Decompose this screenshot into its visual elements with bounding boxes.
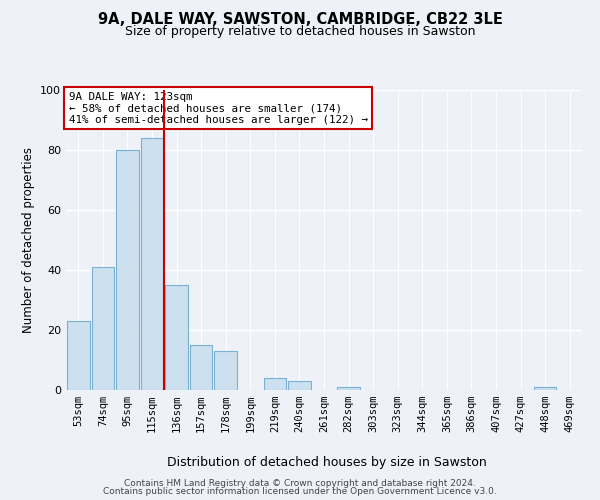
Text: Size of property relative to detached houses in Sawston: Size of property relative to detached ho…: [125, 25, 475, 38]
Bar: [190, 345, 212, 390]
Y-axis label: Number of detached properties: Number of detached properties: [22, 147, 35, 333]
Bar: [67, 321, 89, 390]
Bar: [92, 267, 114, 390]
Text: Contains public sector information licensed under the Open Government Licence v3: Contains public sector information licen…: [103, 487, 497, 496]
Bar: [116, 150, 139, 390]
Text: Distribution of detached houses by size in Sawston: Distribution of detached houses by size …: [167, 456, 487, 469]
Bar: [337, 387, 360, 390]
Bar: [165, 285, 188, 390]
Text: 9A DALE WAY: 123sqm
← 58% of detached houses are smaller (174)
41% of semi-detac: 9A DALE WAY: 123sqm ← 58% of detached ho…: [68, 92, 368, 124]
Bar: [214, 351, 237, 390]
Bar: [140, 138, 163, 390]
Bar: [288, 381, 311, 390]
Text: 9A, DALE WAY, SAWSTON, CAMBRIDGE, CB22 3LE: 9A, DALE WAY, SAWSTON, CAMBRIDGE, CB22 3…: [98, 12, 502, 28]
Bar: [534, 387, 556, 390]
Text: Contains HM Land Registry data © Crown copyright and database right 2024.: Contains HM Land Registry data © Crown c…: [124, 478, 476, 488]
Bar: [263, 378, 286, 390]
